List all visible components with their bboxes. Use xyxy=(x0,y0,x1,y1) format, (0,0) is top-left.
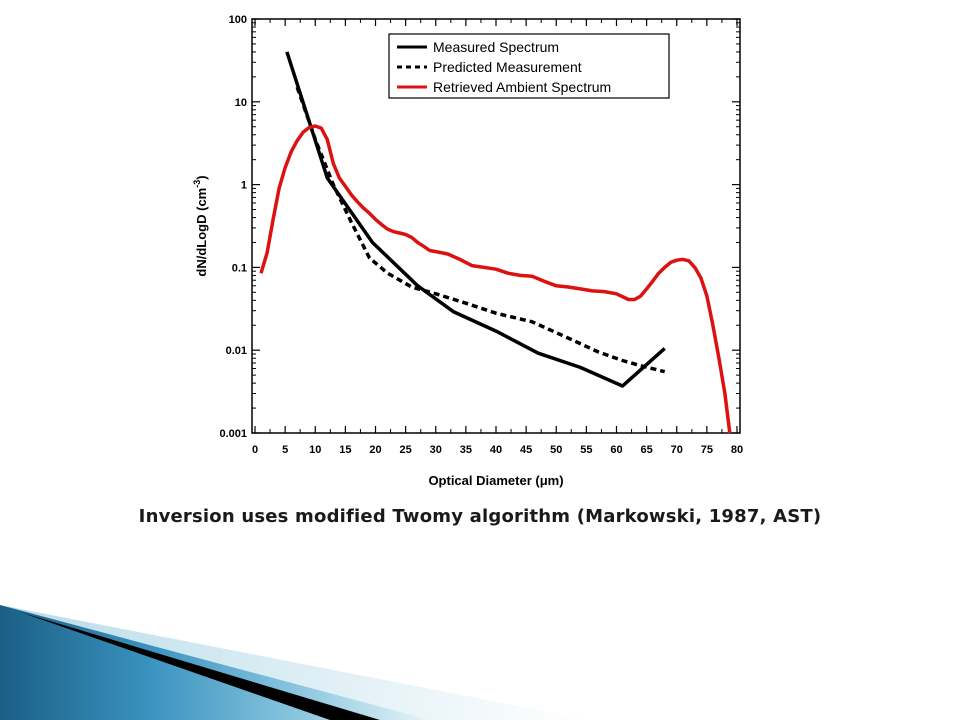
x-tick-label: 15 xyxy=(339,444,351,456)
x-tick-label: 20 xyxy=(369,444,381,456)
y-tick-label: 0.01 xyxy=(226,345,247,357)
legend-box xyxy=(388,33,670,99)
x-tick-label: 50 xyxy=(550,444,562,456)
x-tick-label: 70 xyxy=(671,444,683,456)
y-tick-label: 1 xyxy=(241,180,247,192)
series-line-0 xyxy=(285,51,666,388)
x-tick-label: 0 xyxy=(252,444,258,456)
y-axis-label-main: dN/dLogD (cm xyxy=(194,188,209,277)
x-tick-label: 10 xyxy=(309,444,321,456)
series-line-2 xyxy=(259,124,732,434)
x-tick-label: 35 xyxy=(460,444,472,456)
x-tick-label: 30 xyxy=(430,444,442,456)
y-tick-label: 0.001 xyxy=(219,428,247,440)
series-line-1 xyxy=(295,86,666,374)
x-tick-label: 40 xyxy=(490,444,502,456)
black-wedge xyxy=(20,612,380,720)
y-axis-label: dN/dLogD (cm-3) xyxy=(192,175,209,276)
x-tick-label: 45 xyxy=(520,444,532,456)
y-tick-label: 100 xyxy=(229,14,247,26)
x-tick-label: 60 xyxy=(610,444,622,456)
x-axis-label: Optical Diameter (μm) xyxy=(428,473,563,488)
y-axis-label-superscript: -3 xyxy=(192,180,202,188)
legend-label-1: Predicted Measurement xyxy=(433,59,582,75)
legend-label-0: Measured Spectrum xyxy=(433,39,559,55)
slide-caption: Inversion uses modified Twomy algorithm … xyxy=(138,506,822,527)
x-tick-label: 25 xyxy=(400,444,412,456)
x-tick-label: 75 xyxy=(701,444,713,456)
y-tick-label: 10 xyxy=(235,97,247,109)
legend-label-2: Retrieved Ambient Spectrum xyxy=(433,79,611,95)
x-tick-label: 5 xyxy=(282,444,288,456)
x-tick-label: 65 xyxy=(640,444,652,456)
plot-area: 0 5 10 15 20 25 30 35 40 45 50 55 60 65 70 75 80 0.001 0.0… xyxy=(192,14,743,488)
decorative-wedges xyxy=(0,605,590,720)
x-tick-label: 80 xyxy=(731,444,743,456)
x-tick-label: 55 xyxy=(580,444,592,456)
y-tick-label: 0.1 xyxy=(232,262,247,274)
blue-wedge xyxy=(0,605,430,720)
y-axis-label-close: ) xyxy=(194,175,209,179)
